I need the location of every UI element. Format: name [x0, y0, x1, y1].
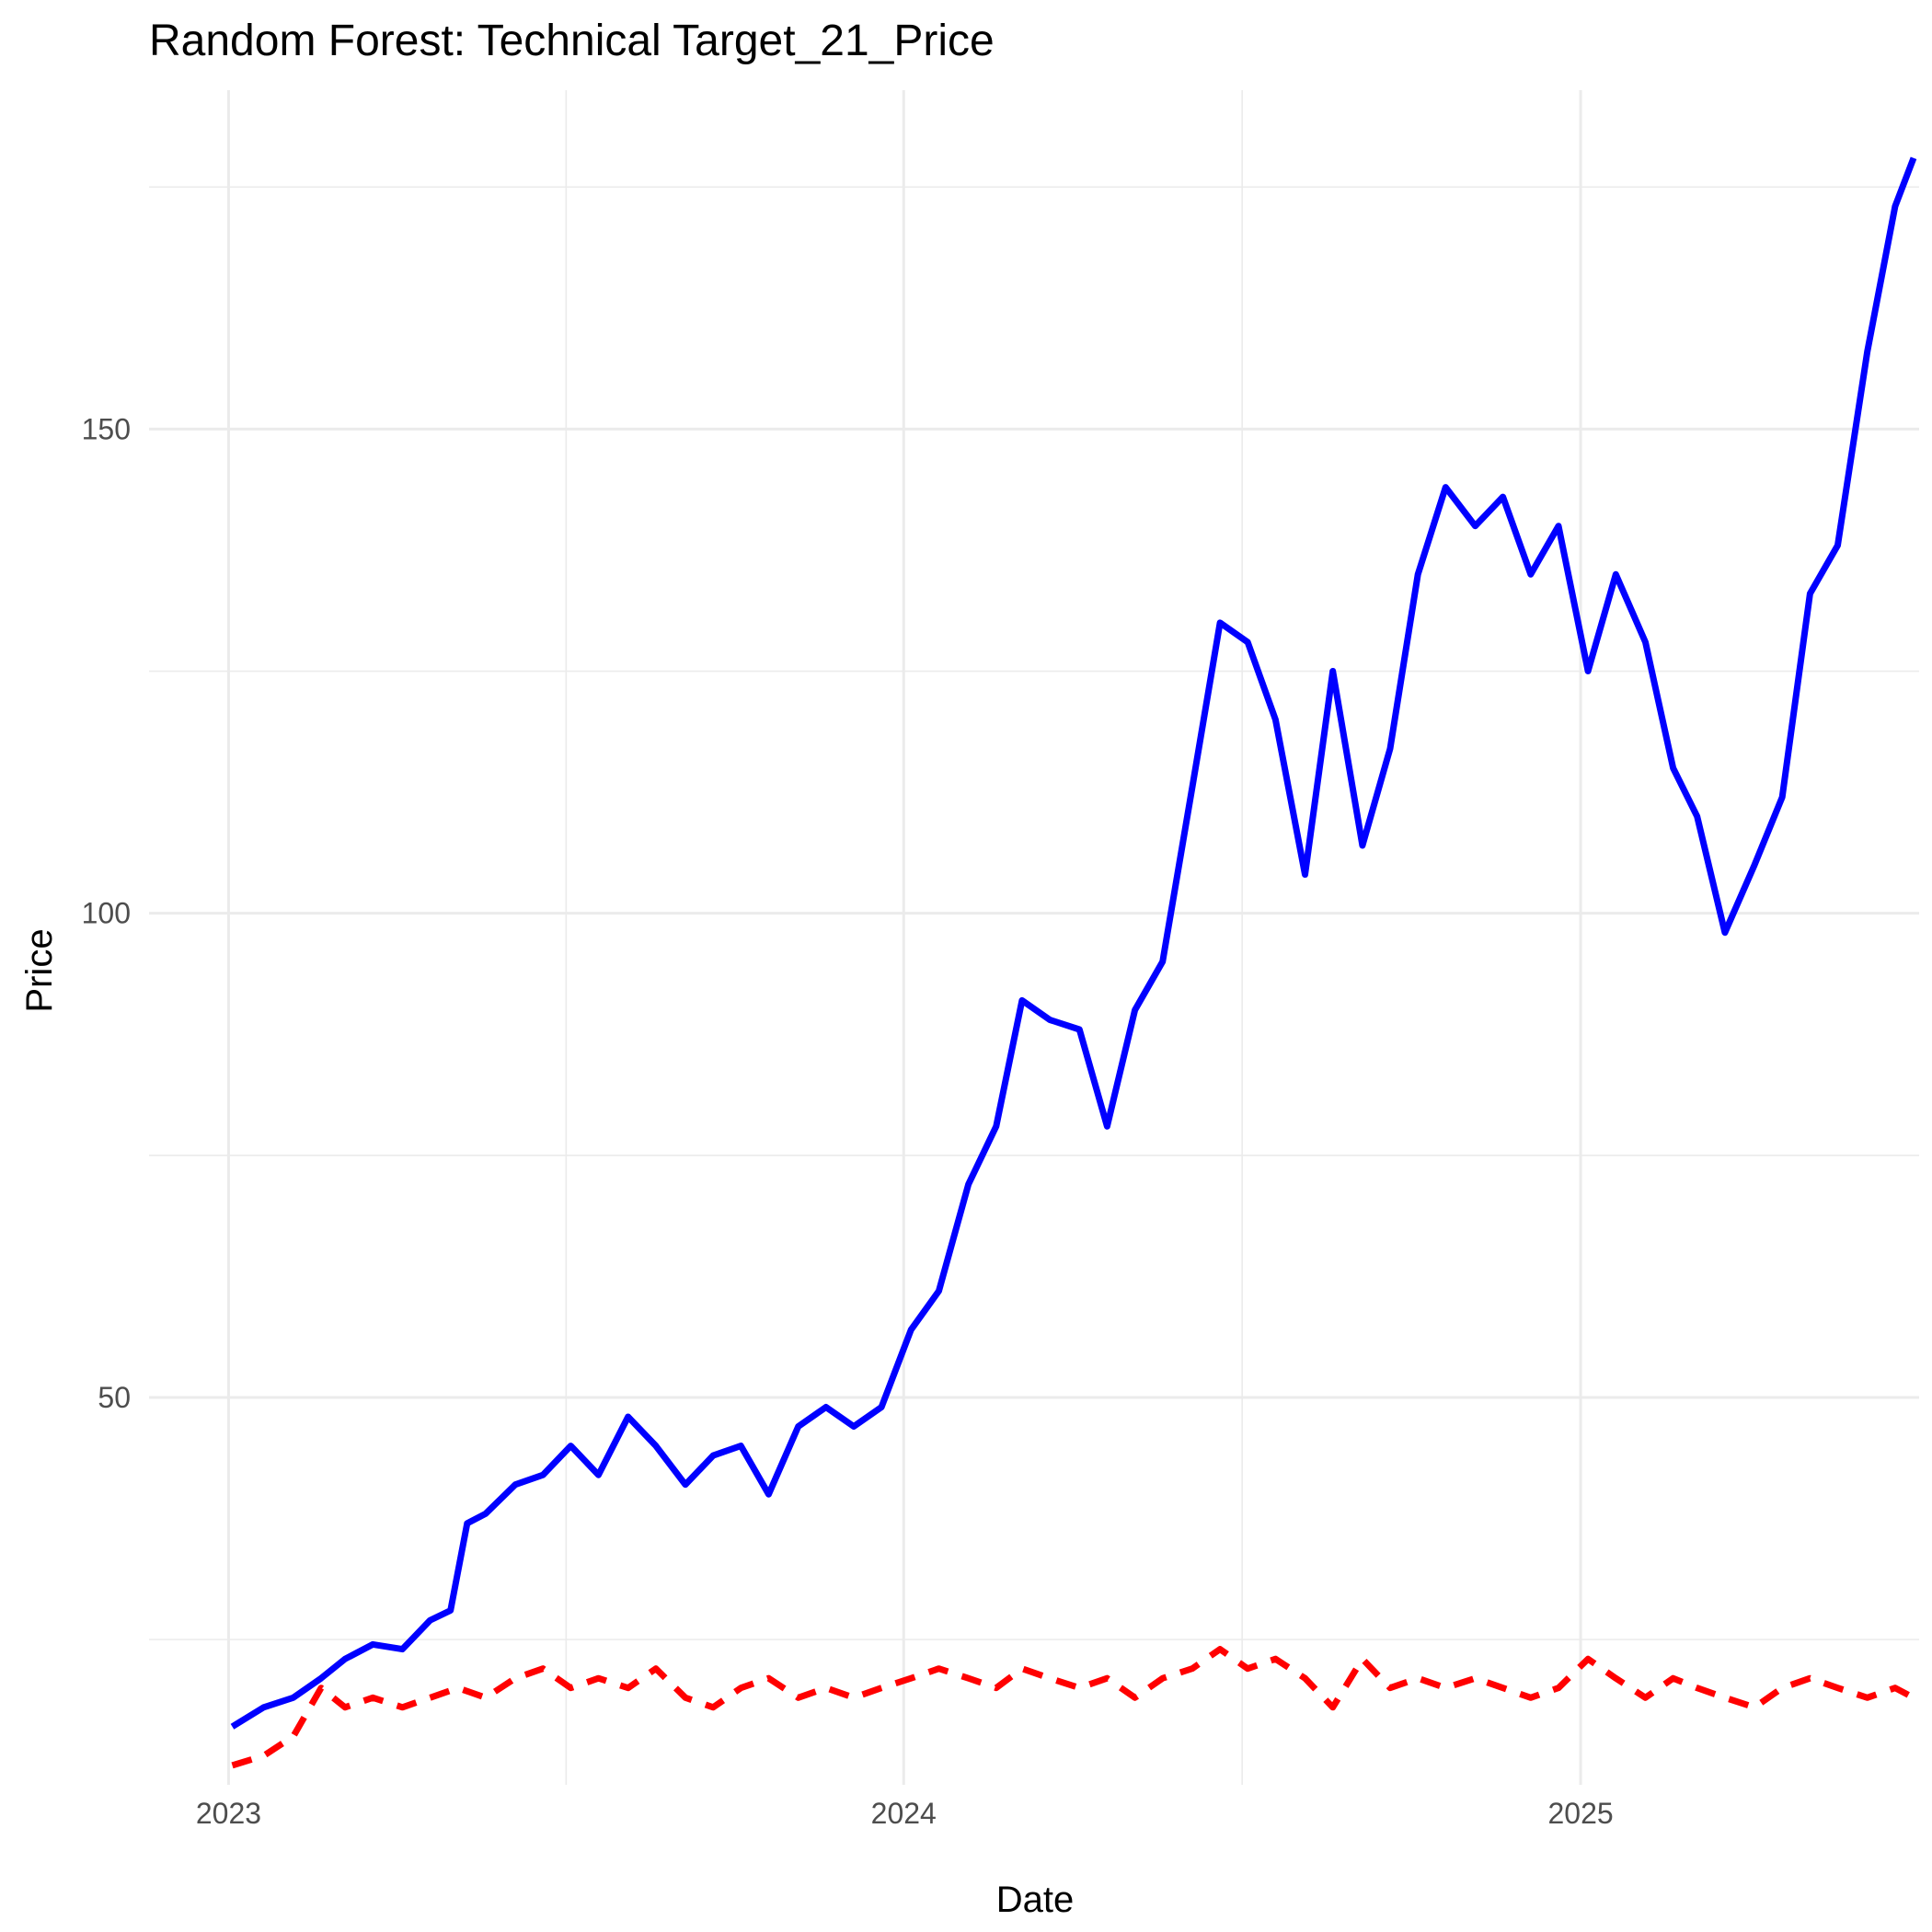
y-tick-label: 100: [82, 897, 131, 930]
y-tick-label: 150: [82, 412, 131, 445]
series-group: [230, 156, 1917, 1769]
chart-title: Random Forest: Technical Target_21_Price: [149, 17, 995, 65]
x-axis-title: Date: [996, 1880, 1075, 1920]
grid: [149, 90, 1919, 1785]
y-tick-label: 50: [98, 1381, 131, 1414]
x-tick-label: 2023: [196, 1797, 261, 1830]
x-tick-label: 2025: [1547, 1797, 1613, 1830]
series-line-solid: [230, 156, 1917, 1730]
tick-labels: 2023 2024 2025 50 100 150: [82, 412, 1614, 1830]
y-axis-title: Price: [19, 928, 60, 1012]
x-tick-label: 2024: [871, 1797, 937, 1830]
series-line-dashed: [231, 1646, 1915, 1769]
